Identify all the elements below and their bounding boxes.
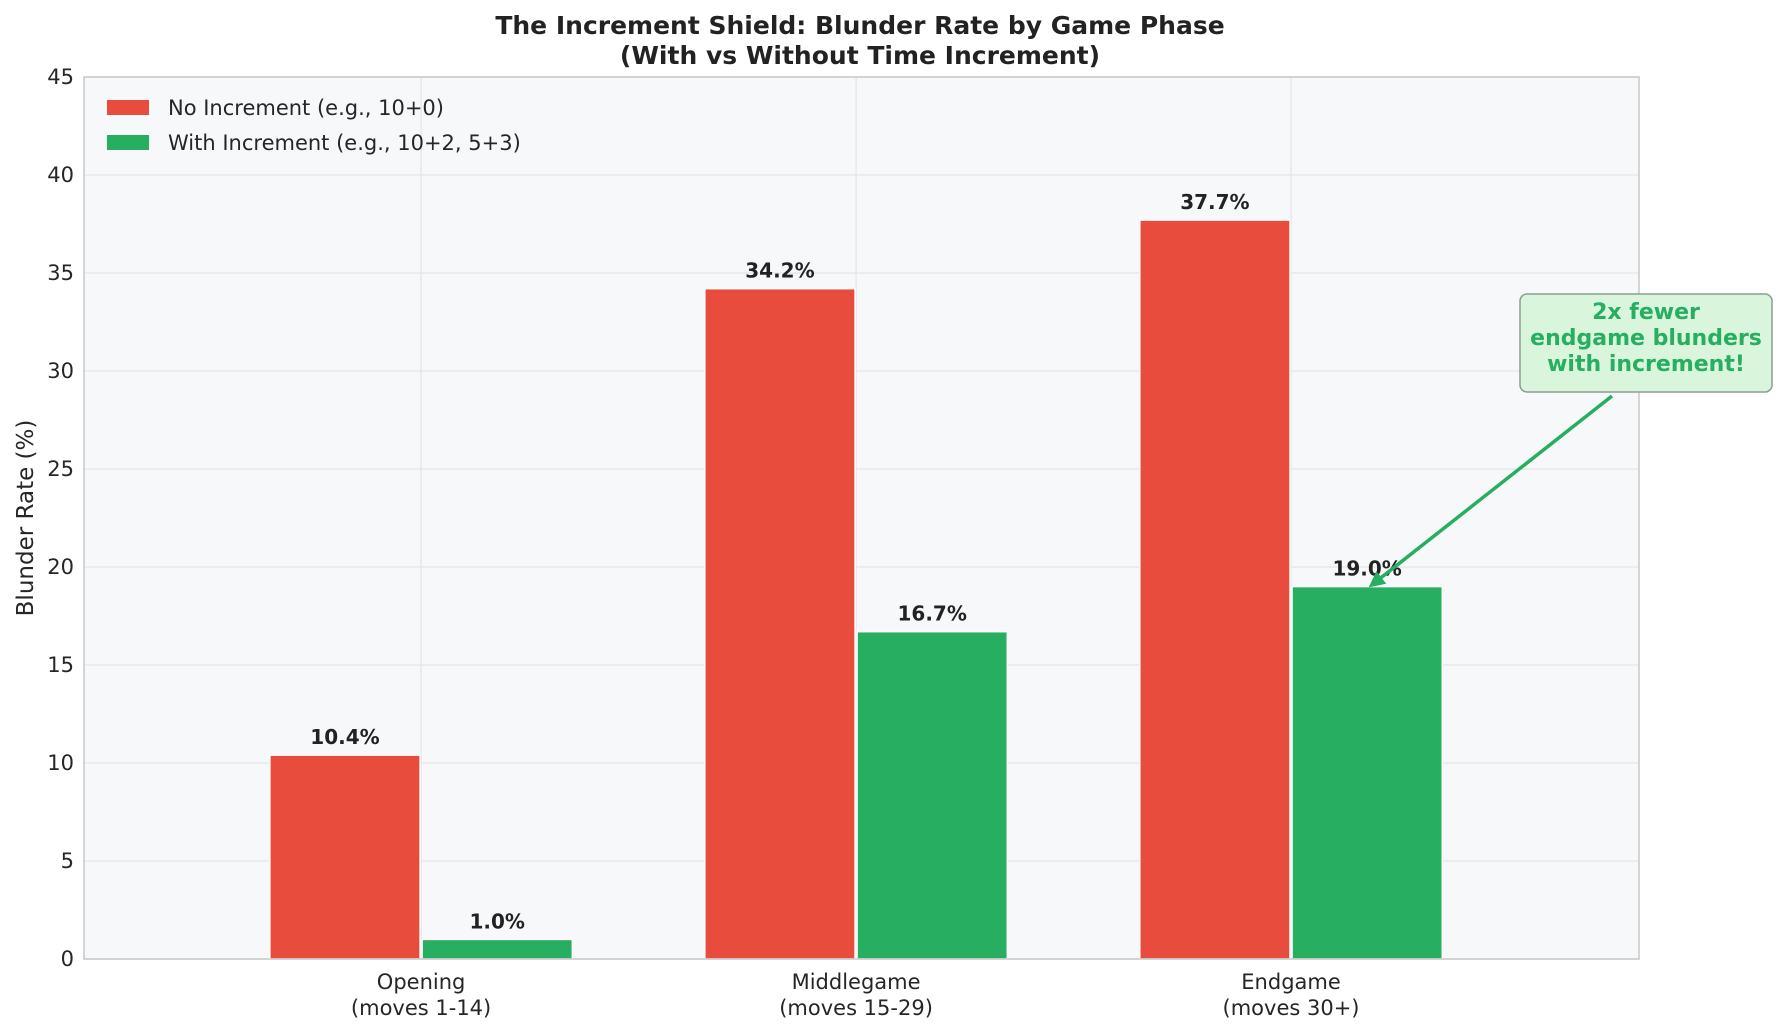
x-tick-label: (moves 30+): [1223, 996, 1360, 1020]
y-tick-label: 20: [47, 555, 74, 579]
bar-value-label: 37.7%: [1180, 190, 1249, 214]
y-tick-label: 15: [47, 653, 74, 677]
y-tick-label: 30: [47, 359, 74, 383]
data-labels: 10.4%34.2%37.7%1.0%16.7%19.0%: [310, 190, 1402, 933]
x-tick-label: Middlegame: [792, 970, 921, 994]
legend-swatch: [107, 100, 149, 115]
x-tick-label: (moves 15-29): [779, 996, 933, 1020]
legend-label: No Increment (e.g., 10+0): [168, 96, 444, 120]
x-tick-label: (moves 1-14): [351, 996, 491, 1020]
bar-value-label: 34.2%: [745, 259, 814, 283]
legend-swatch: [107, 135, 149, 150]
y-tick-label: 45: [47, 65, 74, 89]
annotation-arrowhead: [1368, 571, 1387, 588]
bar-with-increment: [421, 938, 574, 960]
bar-no-increment: [704, 287, 856, 960]
annotation-box: [1519, 293, 1773, 393]
y-tick-label: 25: [47, 457, 74, 481]
bar-with-increment: [856, 630, 1009, 960]
x-tick-label: Opening: [377, 970, 466, 994]
annotation-text: 2x fewer: [1592, 300, 1700, 325]
bar-value-label: 16.7%: [897, 602, 966, 626]
y-tick-label: 35: [47, 261, 74, 285]
y-tick-label: 40: [47, 163, 74, 187]
bar-with-increment: [1291, 585, 1444, 960]
bar-value-label: 10.4%: [310, 725, 379, 749]
bars: [269, 219, 1444, 960]
chart-subtitle: (With vs Without Time Increment): [620, 41, 1100, 70]
y-tick-label: 5: [61, 849, 74, 873]
chart-title: The Increment Shield: Blunder Rate by Ga…: [495, 11, 1224, 40]
y-tick-label: 10: [47, 751, 74, 775]
annotation-text: endgame blunders: [1530, 326, 1762, 351]
legend: No Increment (e.g., 10+0) With Increment …: [107, 96, 521, 155]
x-tick-label: Endgame: [1241, 970, 1340, 994]
y-tick-label: 0: [61, 947, 74, 971]
legend-label: With Increment (e.g., 10+2, 5+3): [168, 131, 521, 155]
bar-no-increment: [1139, 219, 1291, 960]
bar-value-label: 1.0%: [469, 909, 524, 933]
y-axis-label: Blunder Rate (%): [13, 420, 39, 617]
plot-frame: [83, 76, 1640, 960]
annotation-text: with increment!: [1547, 352, 1745, 377]
annotation-arrow: [1372, 394, 1614, 586]
axis-ticks: 0 5 10 15 20 25 30 35 40 45 Opening(moves 1-14) Mid…: [47, 65, 1359, 1020]
bar-no-increment: [269, 754, 421, 960]
